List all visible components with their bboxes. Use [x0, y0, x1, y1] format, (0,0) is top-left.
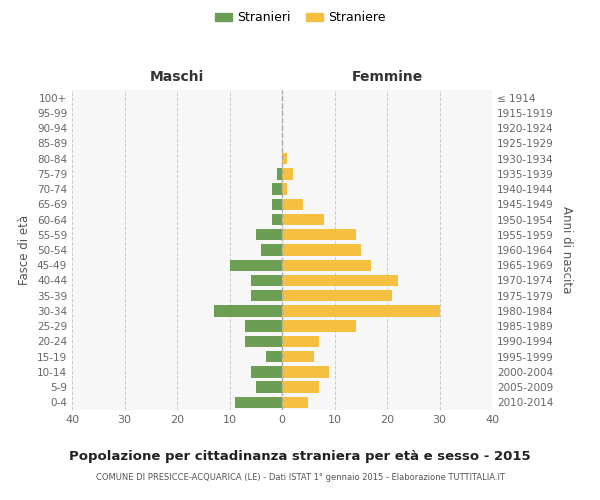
- Bar: [245, 336, 282, 347]
- Bar: [282, 336, 319, 347]
- Bar: [271, 184, 282, 195]
- Bar: [282, 198, 303, 210]
- Bar: [235, 396, 282, 408]
- Text: Maschi: Maschi: [150, 70, 204, 84]
- Bar: [251, 290, 282, 302]
- Bar: [282, 153, 287, 164]
- Bar: [245, 320, 282, 332]
- Text: Popolazione per cittadinanza straniera per età e sesso - 2015: Popolazione per cittadinanza straniera p…: [69, 450, 531, 463]
- Y-axis label: Fasce di età: Fasce di età: [19, 215, 31, 285]
- Bar: [282, 184, 287, 195]
- Bar: [282, 260, 371, 271]
- Bar: [229, 260, 282, 271]
- Bar: [282, 396, 308, 408]
- Bar: [251, 275, 282, 286]
- Bar: [282, 366, 329, 378]
- Bar: [261, 244, 282, 256]
- Text: Femmine: Femmine: [352, 70, 422, 84]
- Bar: [282, 351, 314, 362]
- Bar: [271, 198, 282, 210]
- Bar: [282, 214, 324, 225]
- Bar: [256, 382, 282, 393]
- Y-axis label: Anni di nascita: Anni di nascita: [560, 206, 573, 294]
- Bar: [282, 382, 319, 393]
- Bar: [214, 305, 282, 316]
- Bar: [251, 366, 282, 378]
- Bar: [277, 168, 282, 179]
- Bar: [256, 229, 282, 240]
- Text: COMUNE DI PRESICCE-ACQUARICA (LE) - Dati ISTAT 1° gennaio 2015 - Elaborazione TU: COMUNE DI PRESICCE-ACQUARICA (LE) - Dati…: [95, 472, 505, 482]
- Bar: [282, 275, 398, 286]
- Bar: [282, 290, 392, 302]
- Bar: [282, 305, 439, 316]
- Bar: [266, 351, 282, 362]
- Bar: [282, 320, 355, 332]
- Bar: [271, 214, 282, 225]
- Bar: [282, 168, 293, 179]
- Bar: [282, 229, 355, 240]
- Legend: Stranieri, Straniere: Stranieri, Straniere: [209, 6, 391, 29]
- Bar: [282, 244, 361, 256]
